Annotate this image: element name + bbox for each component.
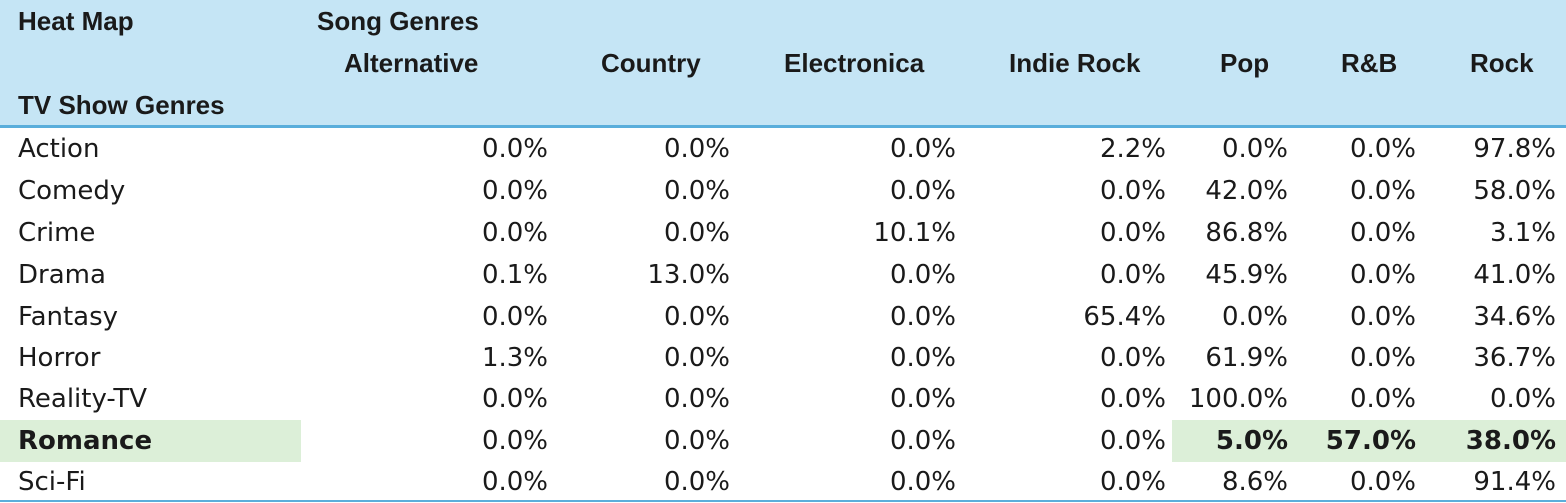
cell-pop: 45.9% (1205, 260, 1288, 290)
cell-indie-rock: 2.2% (1099, 134, 1166, 164)
cell-country: 0.0% (663, 302, 730, 332)
cell-alternative: 0.0% (481, 134, 548, 164)
column-header-rock: Rock (1470, 48, 1534, 78)
row-label: Reality-TV (18, 384, 148, 414)
cell-electronica: 0.0% (889, 260, 956, 290)
cell-indie-rock: 0.0% (1099, 426, 1166, 456)
cell-pop: 8.6% (1221, 467, 1288, 497)
table-row: Sci-Fi 0.0% 0.0% 0.0% 0.0% 8.6% 0.0% 91.… (0, 461, 1566, 503)
cell-pop: 0.0% (1221, 134, 1288, 164)
table-bottom-border (0, 500, 1566, 502)
cell-alternative: 0.0% (481, 218, 548, 248)
cell-country: 0.0% (663, 176, 730, 206)
cell-pop: 5.0% (1215, 426, 1288, 456)
table-row: Comedy 0.0% 0.0% 0.0% 0.0% 42.0% 0.0% 58… (0, 170, 1566, 212)
column-header-alternative: Alternative (344, 48, 479, 78)
cell-electronica: 0.0% (889, 134, 956, 164)
row-group-label: TV Show Genres (18, 90, 225, 120)
cell-rnb: 0.0% (1349, 134, 1416, 164)
cell-country: 0.0% (663, 426, 730, 456)
cell-rock: 0.0% (1489, 384, 1556, 414)
cell-alternative: 0.1% (481, 260, 548, 290)
cell-pop: 100.0% (1188, 384, 1288, 414)
row-label: Comedy (18, 176, 126, 206)
row-label: Romance (18, 426, 153, 456)
cell-rnb: 0.0% (1349, 260, 1416, 290)
cell-rock: 3.1% (1489, 218, 1556, 248)
cell-alternative: 1.3% (481, 343, 548, 373)
cell-alternative: 0.0% (481, 176, 548, 206)
cell-country: 0.0% (663, 384, 730, 414)
values-highlight (1172, 420, 1566, 462)
cell-electronica: 0.0% (889, 426, 956, 456)
table-row: Horror 1.3% 0.0% 0.0% 0.0% 61.9% 0.0% 36… (0, 337, 1566, 379)
table-row: Action 0.0% 0.0% 0.0% 2.2% 0.0% 0.0% 97.… (0, 128, 1566, 170)
table-row: Drama 0.1% 13.0% 0.0% 0.0% 45.9% 0.0% 41… (0, 254, 1566, 296)
row-label: Drama (18, 260, 106, 290)
column-header-indie-rock: Indie Rock (1009, 48, 1141, 78)
cell-country: 0.0% (663, 218, 730, 248)
cell-electronica: 0.0% (889, 467, 956, 497)
cell-rock: 41.0% (1473, 260, 1556, 290)
table-header: Heat Map Song Genres Alternative Country… (0, 0, 1566, 128)
cell-pop: 86.8% (1205, 218, 1288, 248)
cell-electronica: 10.1% (873, 218, 956, 248)
cell-country: 0.0% (663, 134, 730, 164)
column-header-rnb: R&B (1341, 48, 1398, 78)
column-header-electronica: Electronica (784, 48, 925, 78)
row-label: Sci-Fi (18, 467, 86, 497)
cell-rnb: 0.0% (1349, 343, 1416, 373)
cell-pop: 0.0% (1221, 302, 1288, 332)
cell-alternative: 0.0% (481, 467, 548, 497)
cell-rnb: 0.0% (1349, 218, 1416, 248)
cell-country: 0.0% (663, 343, 730, 373)
cell-rock: 34.6% (1473, 302, 1556, 332)
cell-indie-rock: 0.0% (1099, 218, 1166, 248)
row-label-highlight (0, 420, 301, 462)
cell-indie-rock: 0.0% (1099, 384, 1166, 414)
cell-alternative: 0.0% (481, 426, 548, 456)
row-label: Fantasy (18, 302, 119, 332)
row-label: Action (18, 134, 100, 164)
cell-rnb: 57.0% (1325, 426, 1416, 456)
cell-alternative: 0.0% (481, 384, 548, 414)
table-row: Fantasy 0.0% 0.0% 0.0% 65.4% 0.0% 0.0% 3… (0, 296, 1566, 338)
cell-country: 13.0% (647, 260, 730, 290)
cell-indie-rock: 0.0% (1099, 467, 1166, 497)
cell-rock: 58.0% (1473, 176, 1556, 206)
cell-indie-rock: 0.0% (1099, 343, 1166, 373)
cell-country: 0.0% (663, 467, 730, 497)
cell-electronica: 0.0% (889, 343, 956, 373)
row-label: Horror (18, 343, 101, 373)
sheet-title: Heat Map (18, 6, 134, 36)
column-header-country: Country (601, 48, 701, 78)
row-label: Crime (18, 218, 96, 248)
cell-indie-rock: 65.4% (1083, 302, 1166, 332)
cell-rock: 91.4% (1473, 467, 1556, 497)
cell-rnb: 0.0% (1349, 467, 1416, 497)
cell-electronica: 0.0% (889, 176, 956, 206)
table-row: Crime 0.0% 0.0% 10.1% 0.0% 86.8% 0.0% 3.… (0, 212, 1566, 254)
cell-rnb: 0.0% (1349, 302, 1416, 332)
cell-pop: 42.0% (1205, 176, 1288, 206)
cell-rock: 36.7% (1473, 343, 1556, 373)
table-row: Reality-TV 0.0% 0.0% 0.0% 0.0% 100.0% 0.… (0, 378, 1566, 420)
cell-electronica: 0.0% (889, 302, 956, 332)
cell-alternative: 0.0% (481, 302, 548, 332)
column-header-pop: Pop (1220, 48, 1270, 78)
cell-rock: 97.8% (1473, 134, 1556, 164)
column-group-label: Song Genres (317, 6, 479, 36)
cell-rnb: 0.0% (1349, 384, 1416, 414)
cell-indie-rock: 0.0% (1099, 176, 1166, 206)
cell-pop: 61.9% (1205, 343, 1288, 373)
cell-electronica: 0.0% (889, 384, 956, 414)
cell-rnb: 0.0% (1349, 176, 1416, 206)
cell-rock: 38.0% (1465, 426, 1556, 456)
cell-indie-rock: 0.0% (1099, 260, 1166, 290)
table-row-highlighted: Romance 0.0% 0.0% 0.0% 0.0% 5.0% 57.0% 3… (0, 420, 1566, 462)
